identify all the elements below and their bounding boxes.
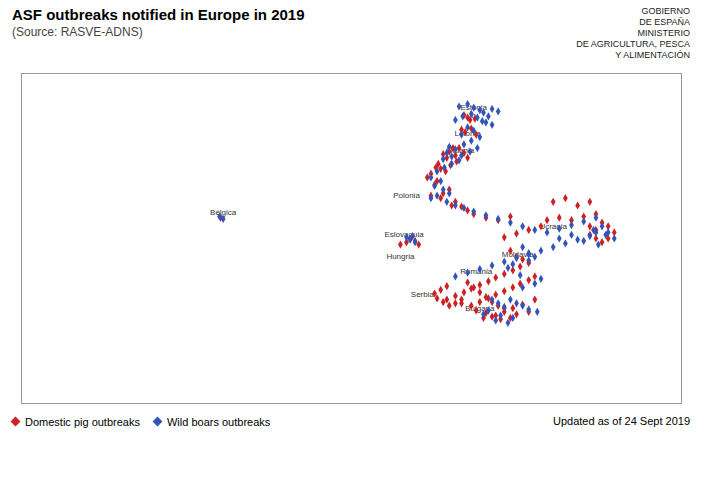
html-text:n: n [471,110,476,120]
html-text:Updated as of 24 Sept 2019: Updated as of 24 Sept 2019 [553,415,690,428]
html-text:Wild boars outbreaks: Wild boars outbreaks [167,415,271,428]
svg-text:Ucrania: Ucrania [539,222,567,231]
html-text:GOBIERNO: GOBIERNO [641,6,690,16]
svg-text:Hungria: Hungria [386,252,415,261]
svg-text:Polonia: Polonia [393,191,420,200]
svg-text:Serbia: Serbia [411,290,435,299]
svg-text:Rumania: Rumania [460,267,493,276]
html-text:Y ALIMENTACIÓN: Y ALIMENTACIÓN [615,50,690,60]
svg-text:Bélgica: Bélgica [210,208,237,218]
svg-text:Moldavia: Moldavia [501,249,534,259]
html-text:DE AGRICULTURA, PESCA: DE AGRICULTURA, PESCA [576,39,690,49]
html-text:ASF outbreaks notified in Euro: ASF outbreaks notified in Europe in 2019 [12,6,305,23]
html-text:DE ESPAÑA: DE ESPAÑA [639,17,690,27]
html-text:Domestic pig outbreaks: Domestic pig outbreaks [25,415,140,428]
svg-text:Lituania: Lituania [446,146,475,156]
svg-text:Eslovaquia: Eslovaquia [384,230,424,239]
html-text:(Source: RASVE-ADNS): (Source: RASVE-ADNS) [12,25,143,39]
svg-text:Bulgaria: Bulgaria [465,303,495,313]
svg-text:Letonia: Letonia [454,128,481,138]
html-text:Estonia: Estonia [460,102,488,112]
html-text:MINISTERIO: MINISTERIO [637,28,690,38]
